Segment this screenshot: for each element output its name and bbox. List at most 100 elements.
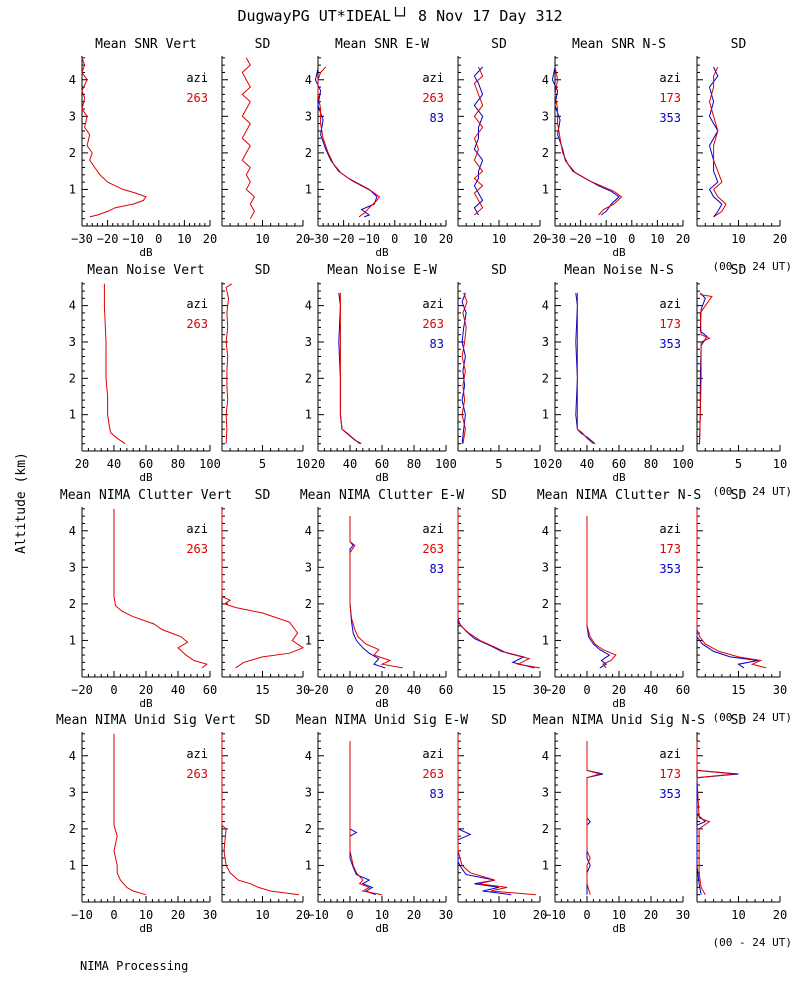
series-line-353	[575, 292, 596, 445]
x-tick-label: 0	[583, 683, 590, 697]
series-line-263	[113, 733, 147, 896]
y-tick-label: 3	[305, 109, 312, 123]
panel-title: SD	[255, 263, 271, 278]
series-line-263	[221, 508, 305, 669]
x-tick-label: 20	[548, 457, 562, 471]
panel-noise-6: SD 5 10 (00 - 24 UT)	[696, 263, 792, 498]
series-line-263	[473, 66, 484, 216]
y-tick-label: 1	[69, 858, 76, 872]
panel-title: SD	[731, 488, 747, 503]
legend-entry-263: 263	[186, 317, 208, 331]
y-tick-label: 4	[69, 749, 76, 763]
legend-azi-label: azi	[422, 522, 444, 536]
y-tick-label: 1	[542, 858, 549, 872]
x-tick-label: 10	[492, 232, 506, 246]
legend-entry-263: 263	[422, 91, 444, 105]
x-tick-label: 30	[203, 908, 217, 922]
x-axis-label: dB	[612, 922, 626, 935]
x-tick-label: 5	[495, 457, 502, 471]
y-tick-label: 1	[305, 182, 312, 196]
footer-note: NIMA Processing	[80, 959, 188, 973]
x-tick-label: 10	[731, 232, 745, 246]
series-line-83	[349, 516, 386, 669]
panel-title: Mean Noise Vert	[87, 263, 204, 278]
panel-title: Mean SNR Vert	[95, 37, 197, 52]
series-line-353	[551, 66, 620, 216]
ut-note: (00 - 24 UT)	[713, 711, 792, 724]
series-line-353	[708, 66, 723, 218]
legend-entry-263: 263	[422, 767, 444, 781]
y-tick-label: 1	[69, 182, 76, 196]
x-axis-label: dB	[612, 246, 626, 259]
series-line-83	[473, 66, 484, 216]
series-line-173	[696, 508, 767, 669]
panel-clutter-3: Mean NIMA Clutter E-W 1 2 3 4 −20 0 20 40 60 dB azi…	[300, 488, 465, 710]
y-tick-label: 4	[542, 73, 549, 87]
x-tick-label: 20	[311, 457, 325, 471]
y-tick-label: 4	[305, 524, 312, 538]
panel-title: SD	[731, 713, 747, 728]
y-tick-label: 2	[542, 597, 549, 611]
x-tick-label: 10	[255, 232, 269, 246]
legend-entry-353: 353	[659, 111, 681, 125]
legend-entry-263: 263	[186, 767, 208, 781]
series-line-263	[241, 57, 256, 219]
x-tick-label: 20	[644, 908, 658, 922]
x-tick-label: 30	[296, 683, 310, 697]
x-tick-label: 5	[735, 457, 742, 471]
panel-title: SD	[731, 37, 747, 52]
series-line-83	[349, 741, 376, 896]
panel-snr-6: SD 10 20 (00 - 24 UT)	[696, 37, 792, 273]
panel-noise-3: Mean Noise E-W 1 2 3 4 20 40 60 80 100 dB azi 263 83	[305, 263, 457, 484]
x-axis-label: dB	[375, 697, 389, 710]
x-tick-label: −20	[307, 683, 329, 697]
ut-note: (00 - 24 UT)	[713, 936, 792, 949]
panel-title: SD	[491, 713, 507, 728]
x-tick-label: 40	[107, 457, 121, 471]
y-tick-label: 2	[542, 822, 549, 836]
x-tick-label: 30	[533, 683, 547, 697]
x-tick-label: −30	[544, 232, 566, 246]
y-tick-label: 4	[542, 524, 549, 538]
legend-azi-label: azi	[186, 297, 208, 311]
x-axis-label: dB	[139, 246, 153, 259]
x-tick-label: 20	[533, 232, 547, 246]
x-tick-label: 100	[199, 457, 221, 471]
x-tick-label: 10	[139, 908, 153, 922]
x-tick-label: 20	[439, 232, 453, 246]
x-axis-label: dB	[139, 471, 153, 484]
series-line-173	[576, 292, 594, 445]
x-axis-label: dB	[375, 246, 389, 259]
panel-title: SD	[255, 37, 271, 52]
y-tick-label: 3	[542, 109, 549, 123]
ut-note: (00 - 24 UT)	[713, 485, 792, 498]
y-tick-label: 4	[542, 299, 549, 313]
legend-entry-173: 173	[659, 91, 681, 105]
x-tick-label: 80	[407, 457, 421, 471]
y-tick-label: 4	[305, 299, 312, 313]
y-tick-label: 1	[305, 408, 312, 422]
x-tick-label: −10	[307, 908, 329, 922]
panel-title: Mean NIMA Unid Sig Vert	[56, 713, 236, 728]
series-line-263	[339, 292, 360, 445]
series-line-173	[586, 516, 617, 669]
y-tick-label: 2	[542, 146, 549, 160]
series-line-353	[696, 508, 758, 669]
x-tick-label: −10	[544, 908, 566, 922]
x-tick-label: 10	[773, 457, 787, 471]
y-tick-label: 2	[69, 146, 76, 160]
series-line-263	[461, 292, 468, 444]
y-tick-label: 3	[69, 560, 76, 574]
x-tick-label: −30	[71, 232, 93, 246]
panel-snr-2: SD 10 20	[221, 37, 310, 246]
y-tick-label: 3	[305, 785, 312, 799]
y-tick-label: 1	[542, 633, 549, 647]
y-tick-label: 1	[542, 182, 549, 196]
legend-entry-263: 263	[422, 317, 444, 331]
x-tick-label: 15	[492, 683, 506, 697]
panel-title: Mean SNR N-S	[572, 37, 666, 52]
y-tick-label: 1	[305, 858, 312, 872]
legend-azi-label: azi	[422, 71, 444, 85]
panel-snr-1: Mean SNR Vert 1 2 3 4 −30 −20 −10 0 10 20 dB azi 263	[69, 37, 217, 259]
x-tick-label: 80	[171, 457, 185, 471]
